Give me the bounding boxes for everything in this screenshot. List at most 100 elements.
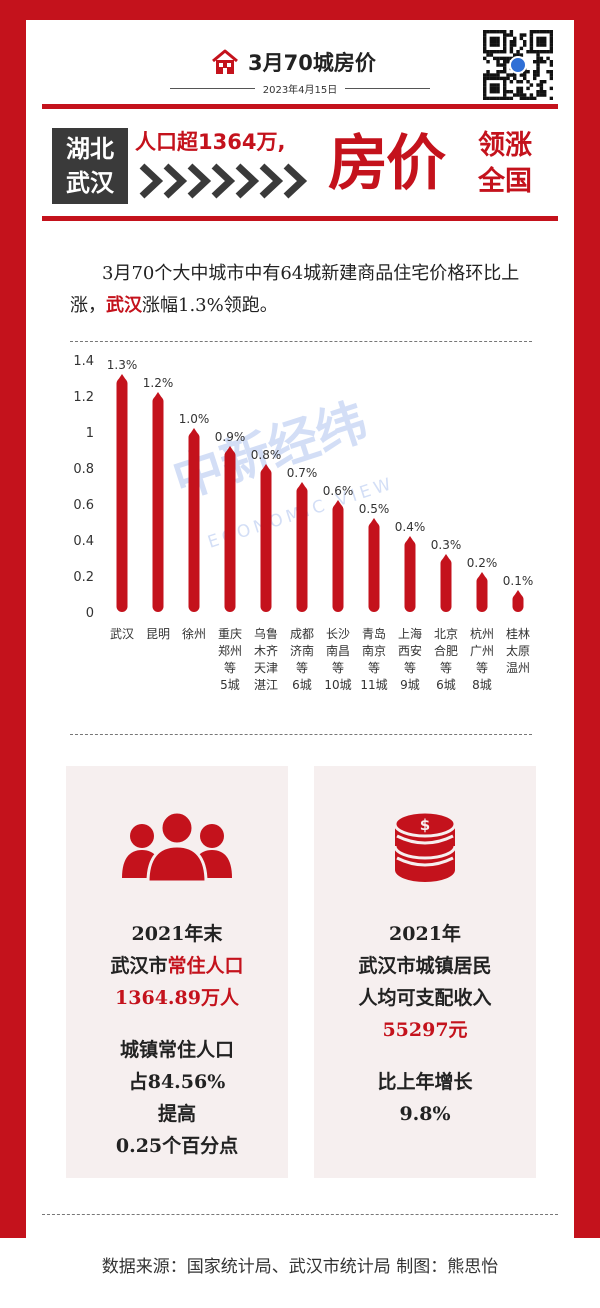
x-tick-label: 广州 bbox=[470, 644, 494, 658]
y-tick-label: 0.2 bbox=[73, 570, 94, 585]
footer-band bbox=[0, 1238, 600, 1308]
bar bbox=[296, 486, 308, 612]
data-label: 0.9% bbox=[215, 430, 246, 444]
bar-tip bbox=[118, 374, 126, 380]
bar-tip bbox=[262, 464, 270, 470]
population-value: 1364.89万人 bbox=[115, 987, 239, 1009]
data-source: 数据来源：国家统计局、武汉市统计局 制图：熊思怡 bbox=[101, 1257, 499, 1277]
y-tick-label: 0.8 bbox=[73, 462, 94, 477]
header-rule bbox=[42, 104, 558, 109]
x-tick-label: 6城 bbox=[292, 678, 312, 692]
y-tick-label: 0.4 bbox=[73, 534, 94, 549]
data-label: 0.4% bbox=[395, 520, 426, 534]
chevron-arrows-icon bbox=[139, 163, 308, 199]
x-tick-label: 太原 bbox=[506, 643, 530, 658]
x-tick-label: 徐州 bbox=[182, 626, 206, 641]
data-label: 0.1% bbox=[503, 574, 534, 588]
x-tick-label: 等 bbox=[224, 661, 236, 675]
bar-tip bbox=[334, 500, 342, 506]
bar bbox=[368, 522, 380, 612]
x-tick-label: 等 bbox=[296, 661, 308, 675]
dashed-divider bbox=[70, 341, 532, 342]
price-change-chart: 中新经纬ECONOMIC VIEW00.20.40.60.811.21.41.3… bbox=[73, 354, 534, 692]
bar bbox=[116, 378, 128, 612]
x-tick-label: 上海 bbox=[398, 626, 422, 641]
people-icon bbox=[122, 810, 232, 884]
money-coins-icon: $ bbox=[393, 810, 457, 882]
urban-population-label: 城镇常住人口 bbox=[119, 1039, 234, 1061]
data-label: 0.5% bbox=[359, 502, 390, 516]
x-tick-label: 10城 bbox=[324, 678, 351, 692]
x-tick-label: 郑州 bbox=[218, 643, 242, 658]
income-growth-value: 9.8% bbox=[399, 1103, 451, 1125]
bar bbox=[440, 558, 452, 612]
data-label: 0.3% bbox=[431, 538, 462, 552]
divider bbox=[170, 87, 255, 89]
bar bbox=[260, 468, 272, 612]
y-tick-label: 1 bbox=[86, 426, 94, 441]
y-tick-label: 1.2 bbox=[73, 390, 94, 405]
x-tick-label: 昆明 bbox=[146, 627, 170, 641]
divider bbox=[345, 87, 431, 89]
x-tick-label: 重庆 bbox=[218, 627, 242, 641]
headline-lead: 领涨 全国 bbox=[478, 128, 546, 200]
headline-big: 房价 bbox=[328, 129, 446, 199]
x-tick-label: 温州 bbox=[506, 661, 530, 675]
x-tick-label: 南京 bbox=[362, 643, 386, 658]
data-label: 1.2% bbox=[143, 376, 174, 390]
x-tick-label: 西安 bbox=[398, 643, 422, 658]
bar-tip bbox=[370, 518, 378, 524]
x-tick-label: 等 bbox=[332, 661, 344, 675]
bar bbox=[152, 396, 164, 612]
banner-rule bbox=[42, 216, 558, 221]
data-label: 0.8% bbox=[251, 448, 282, 462]
x-tick-label: 成都 bbox=[290, 627, 314, 641]
x-tick-label: 8城 bbox=[472, 678, 492, 692]
x-tick-label: 木齐 bbox=[254, 643, 278, 658]
population-headline: 人口超1364万, bbox=[135, 130, 286, 154]
city-province: 湖北 bbox=[66, 134, 114, 163]
dashed-divider bbox=[70, 734, 532, 735]
population-label-highlight: 常住人口 bbox=[167, 955, 244, 977]
x-tick-label: 济南 bbox=[290, 643, 314, 658]
headline-lead-line2: 全国 bbox=[478, 166, 532, 197]
bar-tip bbox=[154, 392, 162, 398]
x-tick-label: 合肥 bbox=[434, 643, 458, 658]
x-tick-label: 5城 bbox=[220, 678, 240, 692]
x-tick-label: 杭州 bbox=[470, 626, 494, 641]
population-panel: 2021年末 武汉市常住人口 1364.89万人 城镇常住人口 占84.56% … bbox=[66, 766, 288, 1178]
bar-tip bbox=[406, 536, 414, 542]
date-row: 2023年4月15日 bbox=[170, 80, 431, 96]
intro-highlight: 武汉 bbox=[106, 295, 142, 316]
income-year: 2021年 bbox=[389, 923, 461, 945]
population-label: 武汉市常住人口 bbox=[66, 950, 288, 982]
x-tick-label: 南昌 bbox=[326, 643, 350, 658]
x-tick-label: 等 bbox=[476, 661, 488, 675]
bar-tip bbox=[190, 428, 198, 434]
y-tick-label: 0.6 bbox=[73, 498, 94, 513]
bar bbox=[512, 594, 524, 612]
data-label: 1.0% bbox=[179, 412, 210, 426]
data-label: 0.7% bbox=[287, 466, 318, 480]
x-tick-label: 6城 bbox=[436, 678, 456, 692]
urban-increase-value: 0.25个百分点 bbox=[115, 1135, 239, 1157]
x-tick-label: 等 bbox=[440, 661, 452, 675]
population-label-prefix: 武汉市 bbox=[110, 955, 168, 977]
x-tick-label: 青岛 bbox=[362, 626, 386, 641]
x-tick-label: 桂林 bbox=[506, 626, 530, 641]
x-tick-label: 天津 bbox=[254, 661, 278, 675]
urban-increase-label: 提高 bbox=[157, 1103, 196, 1125]
intro-text: 3月70个大中城市中有64城新建商品住宅价格环比上涨， bbox=[70, 263, 520, 316]
svg-text:$: $ bbox=[420, 816, 430, 834]
page-header: 3月70城房价 bbox=[210, 46, 376, 78]
bar bbox=[332, 504, 344, 612]
x-tick-label: 等 bbox=[404, 661, 416, 675]
bar-tip bbox=[514, 590, 522, 596]
bar-tip bbox=[442, 554, 450, 560]
headline-lead-line1: 领涨 bbox=[478, 130, 532, 161]
urban-population-share: 占84.56% bbox=[128, 1071, 226, 1093]
data-label: 1.3% bbox=[107, 358, 138, 372]
x-tick-label: 11城 bbox=[360, 678, 387, 692]
x-tick-label: 武汉 bbox=[110, 627, 134, 641]
x-tick-label: 湛江 bbox=[254, 678, 278, 692]
